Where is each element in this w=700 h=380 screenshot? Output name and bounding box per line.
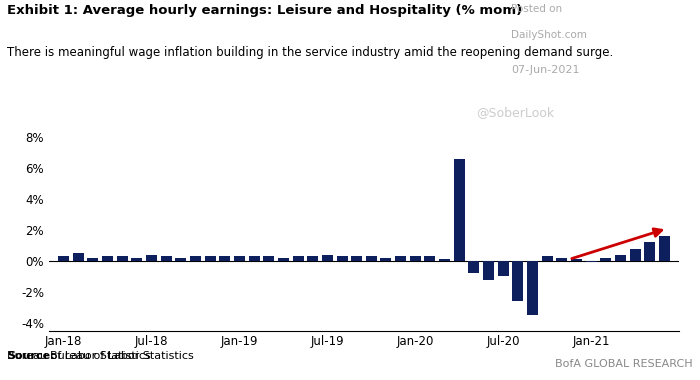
Bar — [586, 261, 596, 263]
Bar — [600, 258, 611, 261]
Bar — [278, 258, 289, 261]
Bar — [293, 256, 304, 261]
Bar — [337, 256, 347, 261]
Bar — [644, 242, 655, 261]
Bar — [88, 258, 99, 261]
Text: @SoberLook: @SoberLook — [476, 106, 554, 119]
Bar — [58, 256, 69, 261]
Bar — [176, 258, 186, 261]
Bar — [190, 256, 201, 261]
Text: Exhibit 1: Average hourly earnings: Leisure and Hospitality (% mom): Exhibit 1: Average hourly earnings: Leis… — [7, 4, 522, 17]
Bar — [498, 261, 509, 276]
Bar — [395, 256, 406, 261]
Bar — [527, 261, 538, 315]
Bar — [263, 256, 274, 261]
Bar — [146, 255, 157, 261]
Text: There is meaningful wage inflation building in the service industry amid the reo: There is meaningful wage inflation build… — [7, 46, 613, 59]
Bar — [351, 256, 362, 261]
Bar — [234, 256, 245, 261]
Bar — [439, 260, 450, 261]
Bar — [556, 258, 567, 261]
Text: Source:: Source: — [7, 351, 55, 361]
Bar — [483, 261, 494, 280]
Bar — [468, 261, 480, 273]
Bar — [659, 236, 670, 261]
Bar — [454, 159, 465, 261]
Bar — [410, 256, 421, 261]
Bar — [248, 256, 260, 261]
Bar — [161, 256, 172, 261]
Bar — [381, 258, 391, 261]
Bar — [542, 256, 552, 261]
Text: BofA GLOBAL RESEARCH: BofA GLOBAL RESEARCH — [555, 359, 693, 369]
Bar — [117, 256, 127, 261]
Bar — [322, 255, 333, 261]
Bar — [204, 256, 216, 261]
Text: 07-Jun-2021: 07-Jun-2021 — [511, 65, 580, 74]
Bar — [366, 256, 377, 261]
Bar — [424, 256, 435, 261]
Bar — [629, 249, 641, 261]
Bar — [73, 253, 84, 261]
Text: Bureau of Labor Statistics: Bureau of Labor Statistics — [7, 351, 150, 361]
Bar — [512, 261, 524, 301]
Text: Posted on: Posted on — [511, 4, 562, 14]
Bar — [307, 256, 318, 261]
Bar — [615, 255, 626, 261]
Bar — [571, 260, 582, 261]
Text: DailyShot.com: DailyShot.com — [511, 30, 587, 40]
Bar — [219, 256, 230, 261]
Text: Bureau of Labor Statistics: Bureau of Labor Statistics — [50, 351, 194, 361]
Bar — [102, 256, 113, 261]
Bar — [132, 258, 142, 261]
